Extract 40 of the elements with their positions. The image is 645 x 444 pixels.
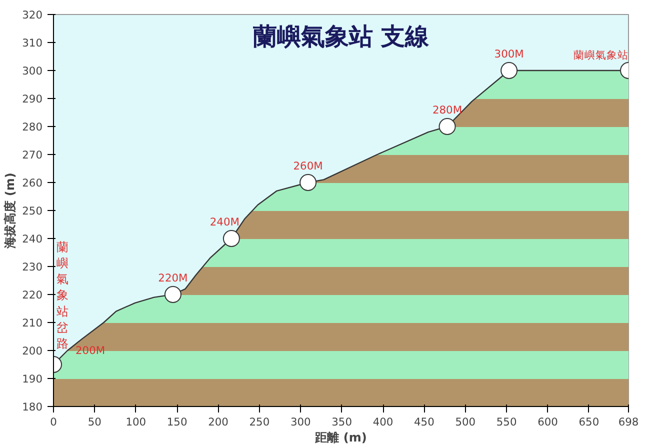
x-tick-label: 450	[414, 416, 435, 428]
x-tick-label: 350	[332, 416, 352, 428]
y-tick-label: 270	[22, 148, 43, 162]
y-tick-label: 250	[22, 204, 43, 218]
annotation: 220M	[158, 272, 188, 284]
x-tick-label: 0	[50, 416, 58, 428]
y-tick-label: 320	[22, 8, 43, 22]
x-tick-label: 150	[166, 416, 188, 428]
x-tick-label: 600	[538, 416, 558, 428]
y-axis-title: 海拔高度 (m)	[3, 172, 18, 250]
y-tick-label: 310	[22, 36, 43, 50]
annotation: 蘭嶼氣象站	[574, 48, 628, 62]
x-tick-label: 500	[455, 416, 476, 428]
annotation: 260M	[293, 160, 323, 172]
y-tick-label: 290	[22, 92, 43, 106]
annotation: 280M	[432, 104, 462, 116]
annotation: 300M	[494, 48, 524, 60]
y-tick-label: 200	[22, 344, 43, 358]
y-tick-label: 190	[22, 372, 43, 386]
y-tick-label: 280	[22, 120, 43, 134]
y-tick-label: 300	[22, 64, 43, 78]
y-tick-label: 230	[22, 260, 43, 274]
x-tick-label: 400	[372, 416, 394, 428]
x-tick-label: 300	[290, 416, 312, 428]
x-tick-label: 50	[88, 416, 102, 428]
y-tick-label: 260	[22, 176, 43, 190]
x-tick-label: 100	[126, 416, 146, 428]
y-tick-label: 240	[22, 232, 43, 246]
x-tick-label: 698	[618, 416, 639, 428]
y-tick-label: 210	[22, 316, 43, 330]
x-tick-label: 200	[208, 416, 229, 428]
chart-title: 蘭嶼氣象站 支線	[252, 22, 430, 50]
y-tick-label: 180	[22, 400, 43, 414]
annotation: 240M	[210, 216, 240, 228]
x-tick-label: 650	[578, 416, 600, 428]
x-tick-label: 550	[496, 416, 517, 428]
x-tick-label: 250	[249, 416, 270, 428]
x-axis-title: 距離 (m)	[314, 430, 367, 444]
annotation: 蘭嶼氣象站岔路	[56, 240, 68, 350]
y-tick-label: 220	[22, 288, 43, 302]
